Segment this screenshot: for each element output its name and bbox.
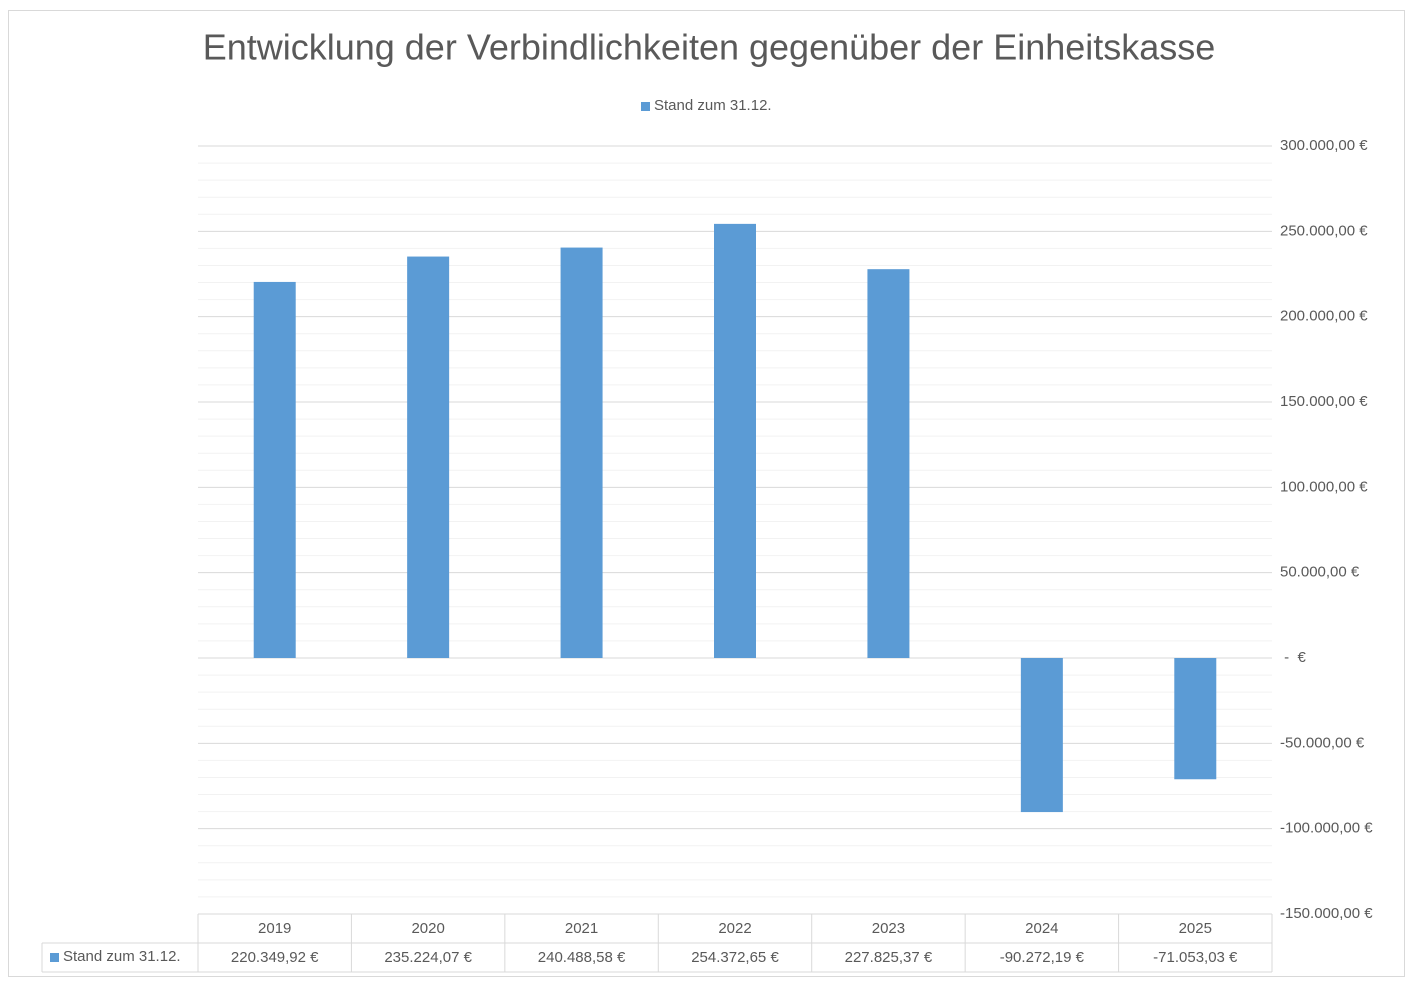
x-tick-label: 2025 [1179, 920, 1212, 937]
table-value: 220.349,92 € [231, 949, 319, 966]
y-tick-label: 50.000,00 € [1280, 564, 1360, 581]
y-tick-label: - € [1280, 649, 1306, 666]
y-tick-label: 250.000,00 € [1280, 222, 1368, 239]
y-tick-label: -150.000,00 € [1280, 905, 1373, 922]
bar [1174, 658, 1217, 780]
y-tick-label: -50.000,00 € [1280, 734, 1365, 751]
bar [560, 247, 603, 658]
x-tick-label: 2020 [411, 920, 444, 937]
x-tick-label: 2022 [718, 920, 751, 937]
bar [867, 269, 910, 658]
x-tick-label: 2021 [565, 920, 598, 937]
legend-swatch [641, 102, 650, 111]
bar [1020, 658, 1063, 813]
y-tick-label: -100.000,00 € [1280, 820, 1373, 837]
x-tick-label: 2024 [1025, 920, 1058, 937]
table-value: 254.372,65 € [691, 949, 779, 966]
y-tick-label: 200.000,00 € [1280, 308, 1368, 325]
table-value: 227.825,37 € [845, 949, 933, 966]
x-tick-label: 2023 [872, 920, 905, 937]
y-tick-label: 300.000,00 € [1280, 137, 1368, 154]
table-value: 235.224,07 € [384, 949, 472, 966]
table-legend-swatch [50, 953, 59, 962]
table-value: 240.488,58 € [538, 949, 626, 966]
bar [407, 256, 450, 658]
bar [714, 223, 756, 659]
chart-title: Entwicklung der Verbindlichkeiten gegenü… [203, 27, 1216, 68]
bar [253, 281, 296, 658]
table-series-name: Stand zum 31.12. [63, 948, 181, 965]
chart-area [8, 10, 1405, 977]
y-tick-label: 100.000,00 € [1280, 478, 1368, 495]
y-tick-label: 150.000,00 € [1280, 393, 1368, 410]
table-value: -90.272,19 € [1000, 949, 1085, 966]
legend-label: Stand zum 31.12. [654, 97, 772, 114]
table-value: -71.053,03 € [1153, 949, 1238, 966]
x-tick-label: 2019 [258, 920, 291, 937]
